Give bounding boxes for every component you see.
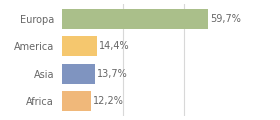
- Text: 59,7%: 59,7%: [210, 14, 241, 24]
- Bar: [62, 9, 208, 29]
- Bar: [62, 64, 95, 84]
- Text: 12,2%: 12,2%: [94, 96, 124, 106]
- Text: 13,7%: 13,7%: [97, 69, 128, 79]
- Bar: [62, 91, 92, 111]
- Bar: [62, 36, 97, 56]
- Text: 14,4%: 14,4%: [99, 41, 129, 51]
